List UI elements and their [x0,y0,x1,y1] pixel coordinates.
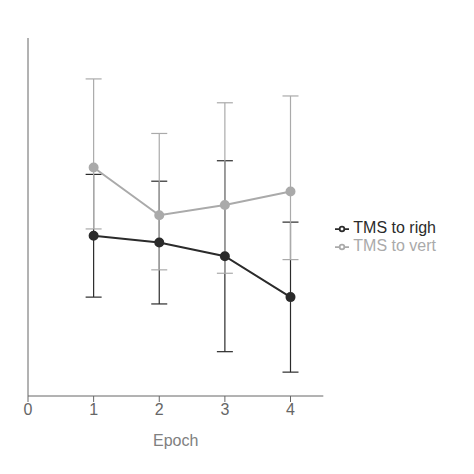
svg-text:0: 0 [24,401,33,418]
html-text:TMS to righ: TMS to righ [353,219,436,236]
svg-text:1: 1 [89,401,98,418]
svg-text:2: 2 [155,401,164,418]
svg-text:4: 4 [286,401,295,418]
svg-text:3: 3 [220,401,229,418]
svg-text:Epoch: Epoch [153,432,198,449]
html-text:TMS to vert: TMS to vert [353,237,436,254]
